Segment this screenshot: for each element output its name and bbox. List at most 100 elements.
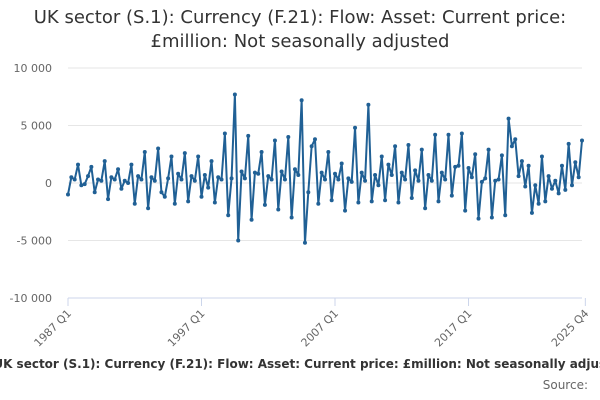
data-point: [423, 206, 428, 211]
data-point: [343, 208, 348, 213]
data-point: [513, 137, 518, 142]
data-point: [269, 177, 274, 182]
data-point: [456, 163, 461, 168]
data-point: [102, 159, 107, 164]
data-point: [363, 178, 368, 183]
y-tick-label: 0: [45, 177, 52, 190]
data-point: [376, 183, 381, 188]
data-point: [282, 177, 287, 182]
data-point: [473, 152, 478, 157]
data-point: [353, 125, 358, 130]
data-point: [306, 190, 311, 195]
data-point: [259, 149, 264, 154]
data-point: [156, 146, 161, 151]
data-point: [496, 177, 501, 182]
data-point: [122, 178, 127, 183]
data-point: [333, 171, 338, 176]
data-point: [96, 177, 101, 182]
data-point: [169, 154, 174, 159]
data-point: [580, 138, 584, 143]
data-point: [76, 162, 81, 167]
data-point: [533, 183, 538, 188]
data-point: [139, 177, 144, 182]
data-point: [356, 200, 361, 205]
data-point: [506, 116, 511, 121]
data-point: [112, 177, 117, 182]
data-point: [189, 174, 194, 179]
data-point: [406, 143, 411, 148]
data-point: [426, 172, 431, 177]
credits[interactable]: Source:: [542, 378, 588, 392]
data-point: [272, 138, 277, 143]
data-point: [252, 170, 257, 175]
data-point: [246, 133, 251, 138]
data-point: [403, 177, 408, 182]
data-point: [126, 181, 131, 185]
data-point: [289, 215, 294, 220]
data-point: [129, 162, 134, 167]
series-plot: [66, 92, 584, 245]
data-point: [92, 190, 97, 195]
data-point: [429, 178, 434, 183]
data-point: [329, 198, 334, 203]
data-point: [553, 178, 558, 183]
data-point: [516, 174, 521, 179]
data-point: [146, 206, 151, 211]
data-point: [242, 176, 247, 181]
data-point: [336, 177, 341, 182]
data-point: [463, 208, 468, 213]
series-line: [67, 93, 583, 244]
data-point: [116, 167, 121, 172]
data-point: [249, 217, 254, 222]
data-point: [556, 191, 561, 196]
data-point: [196, 154, 201, 159]
data-point: [409, 195, 414, 200]
y-tick-label: -5 000: [17, 235, 52, 248]
data-point: [509, 144, 514, 149]
data-point: [346, 176, 351, 181]
data-point: [383, 198, 388, 203]
data-point: [209, 159, 214, 164]
data-point: [546, 174, 551, 179]
data-point: [166, 176, 171, 181]
data-point: [359, 170, 364, 175]
data-point: [262, 202, 267, 207]
data-point: [312, 137, 317, 142]
x-tick-label: 1987 Q1: [32, 307, 75, 350]
data-point: [99, 178, 104, 183]
data-point: [159, 190, 164, 195]
data-point: [316, 201, 321, 206]
y-tick-label: -10 000: [10, 292, 52, 305]
data-point: [192, 178, 197, 183]
data-point: [179, 177, 184, 182]
data-point: [302, 240, 307, 245]
data-point: [566, 141, 571, 146]
data-point: [476, 216, 481, 221]
data-point: [256, 171, 261, 176]
data-point: [279, 169, 284, 174]
chart-title-line-1: UK sector (S.1): Currency (F.21): Flow: …: [33, 7, 567, 28]
data-point: [503, 213, 508, 218]
data-point: [229, 176, 234, 181]
data-point: [549, 186, 554, 191]
y-tick-label: 10 000: [14, 62, 53, 75]
data-point: [79, 183, 84, 188]
data-point: [266, 174, 271, 179]
legend[interactable]: UK sector (S.1): Currency (F.21): Flow: …: [0, 357, 600, 371]
data-point: [389, 172, 394, 177]
data-point: [523, 184, 528, 189]
data-point: [486, 147, 491, 152]
data-point: [292, 167, 297, 172]
data-point: [239, 169, 244, 174]
data-point: [399, 170, 404, 175]
data-point: [499, 153, 504, 158]
data-point: [536, 201, 541, 206]
chart-title: UK sector (S.1): Currency (F.21): Flow: …: [0, 6, 600, 54]
data-point: [86, 174, 91, 179]
data-point: [299, 98, 304, 103]
data-point: [219, 177, 224, 182]
data-point: [222, 131, 227, 136]
data-point: [436, 199, 441, 204]
data-point: [132, 201, 137, 206]
data-point: [66, 192, 70, 197]
